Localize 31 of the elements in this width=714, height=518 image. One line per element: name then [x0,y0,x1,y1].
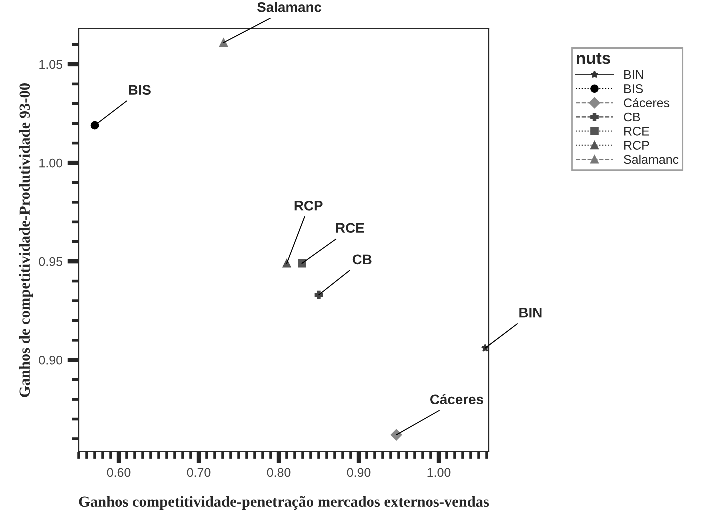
y-tick-label: 0.90 [39,356,63,365]
x-tick-label: 1.00 [428,468,451,478]
legend-label: Cáceres [624,98,670,108]
x-tick-label: 0.90 [347,468,371,478]
x-tick-label: 0.60 [107,468,131,478]
text: CB [352,254,372,265]
text: RCE [336,223,364,234]
y-tick-label: 0.95 [39,257,63,266]
text: RCP [294,200,323,211]
x-axis-title: Ganhos competitividade-penetração mercados externos-vendas [79,496,490,510]
text: BIS [129,85,151,96]
legend-title: nuts [577,53,610,64]
legend-label: RCP [624,141,650,150]
point [314,290,324,300]
legend-label: Salamanc [624,154,679,164]
point [298,259,306,268]
y-tick-label: 1.05 [40,60,63,70]
legend-label: RCE [624,126,650,136]
point [220,38,228,47]
legend-label: CB [624,112,640,122]
text: Salamanc [258,2,322,12]
point [90,121,100,130]
text: BIN [520,308,542,318]
y-tick-label: 1.00 [40,158,63,168]
text: Cáceres [430,394,484,405]
legend-label: BIS [624,84,644,94]
legend-label: BIN [624,70,644,80]
y-axis-title: Ganhos de competitividade-Produtividade 93-00 [19,84,34,398]
point [390,429,402,441]
x-tick-label: 0.70 [187,468,211,478]
x-tick-label: 0.80 [267,468,291,478]
